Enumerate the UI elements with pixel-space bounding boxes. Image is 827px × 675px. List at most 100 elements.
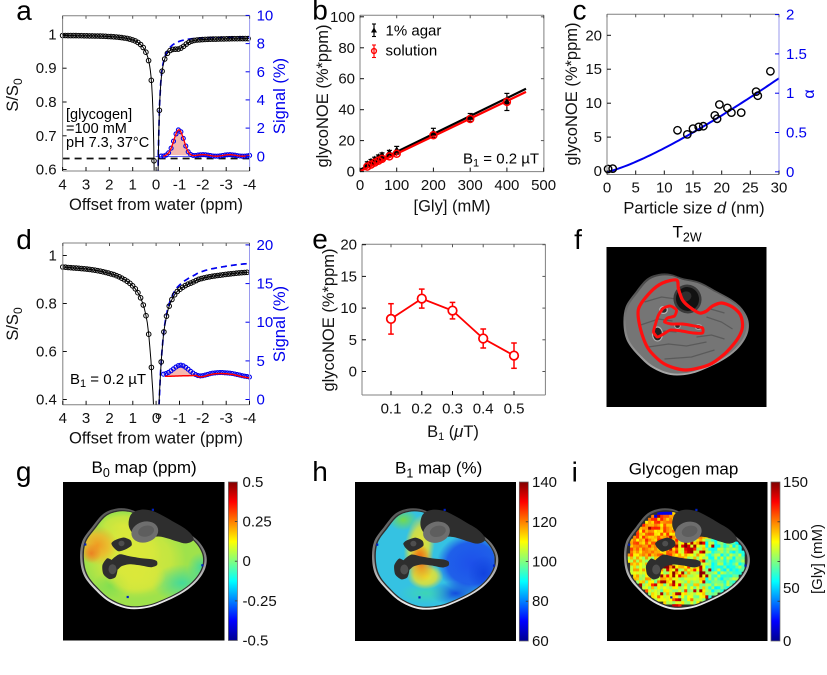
svg-text:120: 120	[532, 514, 557, 531]
svg-text:100: 100	[783, 527, 808, 544]
svg-text:h: h	[312, 456, 328, 487]
svg-text:e: e	[312, 223, 328, 254]
svg-text:[Gly] (mM): [Gly] (mM)	[809, 524, 826, 594]
svg-text:3: 3	[82, 177, 90, 194]
svg-text:80: 80	[532, 593, 549, 610]
svg-text:20: 20	[713, 180, 730, 197]
svg-text:0: 0	[603, 180, 611, 197]
svg-text:Glycogen map: Glycogen map	[629, 460, 739, 479]
svg-text:140: 140	[532, 474, 557, 491]
svg-text:0.2: 0.2	[411, 401, 432, 418]
svg-text:1: 1	[48, 27, 56, 44]
svg-text:0.8: 0.8	[36, 94, 57, 111]
svg-text:0.6: 0.6	[36, 162, 57, 179]
svg-text:20: 20	[338, 133, 355, 150]
svg-text:30: 30	[771, 180, 788, 197]
svg-text:0: 0	[783, 633, 791, 650]
svg-text:2: 2	[257, 120, 265, 137]
svg-text:0.5: 0.5	[243, 474, 264, 491]
svg-text:B1 = 0.2 µT: B1 = 0.2 µT	[70, 371, 146, 390]
svg-text:1% agar: 1% agar	[386, 22, 442, 39]
svg-text:1.5: 1.5	[786, 46, 807, 63]
svg-text:3: 3	[82, 410, 90, 427]
svg-text:0: 0	[152, 177, 160, 194]
svg-text:20: 20	[257, 237, 274, 254]
svg-text:-2: -2	[196, 177, 209, 194]
svg-text:a: a	[16, 0, 32, 26]
svg-text:-1: -1	[173, 410, 186, 427]
svg-text:0.25: 0.25	[243, 514, 272, 531]
svg-text:0: 0	[243, 553, 251, 570]
svg-text:i: i	[572, 457, 578, 488]
svg-text:0.9: 0.9	[36, 60, 57, 77]
svg-text:α: α	[801, 89, 818, 98]
svg-text:B0 map (ppm): B0 map (ppm)	[92, 458, 197, 480]
svg-text:Signal (%): Signal (%)	[271, 286, 289, 362]
svg-text:400: 400	[494, 177, 519, 194]
svg-text:0: 0	[786, 164, 794, 181]
svg-text:10: 10	[585, 95, 602, 112]
svg-text:5: 5	[632, 180, 640, 197]
svg-text:5: 5	[257, 353, 265, 370]
svg-text:solution: solution	[386, 42, 438, 59]
svg-text:0.5: 0.5	[504, 401, 525, 418]
svg-text:10: 10	[257, 314, 274, 331]
svg-text:150: 150	[783, 474, 808, 491]
svg-text:B1 map (%): B1 map (%)	[395, 459, 482, 481]
svg-text:200: 200	[421, 177, 446, 194]
svg-text:-2: -2	[196, 410, 209, 427]
svg-text:60: 60	[338, 71, 355, 88]
svg-text:10: 10	[257, 7, 274, 24]
svg-text:glycoNOE (%*ppm): glycoNOE (%*ppm)	[563, 22, 581, 165]
svg-text:25: 25	[742, 180, 759, 197]
svg-text:10: 10	[656, 180, 673, 197]
svg-text:1: 1	[129, 177, 137, 194]
svg-text:f: f	[574, 224, 582, 255]
svg-text:Signal (%): Signal (%)	[271, 58, 289, 134]
svg-text:15: 15	[340, 268, 357, 285]
svg-text:g: g	[16, 456, 32, 487]
svg-text:1: 1	[48, 248, 56, 265]
svg-text:300: 300	[458, 177, 483, 194]
svg-text:-4: -4	[243, 410, 256, 427]
svg-text:[Gly] (mM): [Gly] (mM)	[414, 198, 491, 216]
svg-text:B1 (μT): B1 (μT)	[427, 423, 479, 443]
svg-text:S/S0: S/S0	[4, 78, 25, 112]
svg-text:-3: -3	[220, 177, 233, 194]
svg-text:20: 20	[340, 237, 357, 254]
svg-text:d: d	[16, 224, 32, 255]
svg-text:0: 0	[257, 392, 265, 409]
svg-text:60: 60	[532, 633, 549, 650]
svg-text:100: 100	[384, 177, 409, 194]
svg-text:0: 0	[152, 410, 160, 427]
svg-text:-0.5: -0.5	[243, 633, 269, 650]
svg-text:80: 80	[338, 40, 355, 57]
svg-text:5: 5	[594, 129, 602, 146]
svg-text:40: 40	[338, 102, 355, 119]
svg-text:2: 2	[786, 7, 794, 24]
svg-text:4: 4	[58, 177, 66, 194]
svg-text:1: 1	[129, 410, 137, 427]
svg-text:0.1: 0.1	[381, 401, 402, 418]
svg-text:0.4: 0.4	[473, 401, 494, 418]
svg-text:b: b	[312, 0, 328, 26]
svg-text:2: 2	[105, 177, 113, 194]
svg-text:-1: -1	[173, 177, 186, 194]
svg-text:4: 4	[59, 410, 67, 427]
svg-text:0.4: 0.4	[36, 392, 57, 409]
svg-text:500: 500	[531, 177, 556, 194]
svg-text:1: 1	[786, 85, 794, 102]
svg-text:c: c	[573, 0, 587, 25]
svg-text:5: 5	[349, 332, 357, 349]
svg-text:0: 0	[594, 163, 602, 180]
svg-text:0.6: 0.6	[36, 344, 57, 361]
svg-text:pH 7.3, 37°C: pH 7.3, 37°C	[66, 135, 149, 151]
svg-text:0.3: 0.3	[442, 401, 463, 418]
svg-text:-3: -3	[220, 410, 233, 427]
svg-text:Particle size d (nm): Particle size d (nm)	[623, 200, 764, 218]
svg-text:-0.25: -0.25	[243, 593, 277, 610]
svg-text:0: 0	[347, 164, 355, 181]
svg-text:Offset from water (ppm): Offset from water (ppm)	[69, 430, 243, 448]
svg-text:4: 4	[257, 92, 265, 109]
svg-text:Offset from water (ppm): Offset from water (ppm)	[69, 196, 243, 214]
